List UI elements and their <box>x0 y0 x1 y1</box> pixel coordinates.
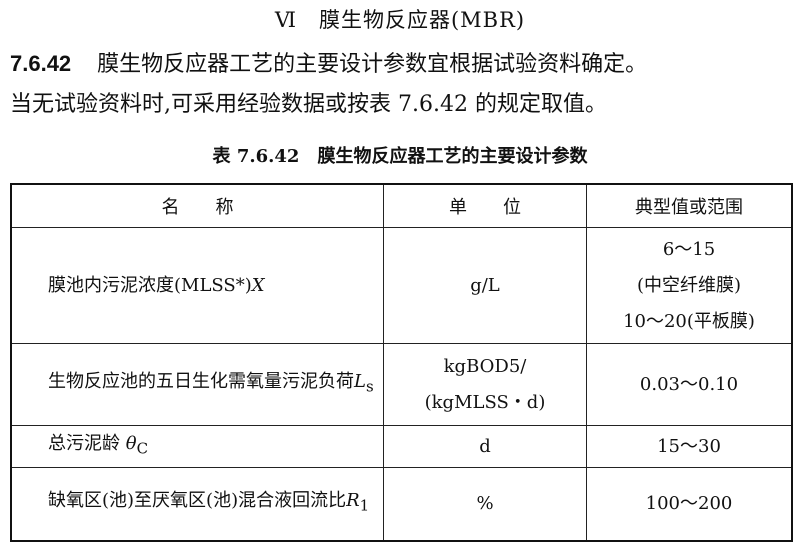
section-number: Ⅵ <box>274 8 297 32</box>
row-name: 生物反应池的五日生化需氧量污泥负荷Ls <box>10 343 384 426</box>
table-row: 缺氧区(池)至厌氧区(池)混合液回流比R1 % 100～200 <box>10 467 793 541</box>
design-parameters-table: 名 称 单 位 典型值或范围 膜池内污泥浓度(MLSS*)X g/L 6～15 … <box>10 183 793 542</box>
clause-text-line2: 当无试验资料时,可采用经验数据或按表 7.6.42 的规定取值。 <box>10 92 607 117</box>
table-row: 膜池内污泥浓度(MLSS*)X g/L 6～15 (中空纤维膜) 10～20(平… <box>10 227 793 344</box>
name-text: 缺氧区(池)至厌氧区(池)混合液回流比 <box>48 490 347 512</box>
table-caption-title: 膜生物反应器工艺的主要设计参数 <box>317 146 588 167</box>
name-text: 膜池内污泥浓度(MLSS*) <box>48 274 252 296</box>
row-unit: d <box>383 425 587 468</box>
table-row: 总污泥龄 θC d 15～30 <box>10 425 793 468</box>
symbol-subscript: C <box>136 439 149 458</box>
row-unit: % <box>383 467 587 541</box>
row-unit: g/L <box>383 227 587 344</box>
header-unit: 单 位 <box>383 183 587 228</box>
table-caption: 表 7.6.42 膜生物反应器工艺的主要设计参数 <box>0 142 800 168</box>
clause-text-line1: 膜生物反应器工艺的主要设计参数宜根据试验资料确定。 <box>97 52 648 77</box>
clause-paragraph: 7.6.42 膜生物反应器工艺的主要设计参数宜根据试验资料确定。 <box>10 46 647 78</box>
symbol: X <box>251 274 265 296</box>
header-value: 典型值或范围 <box>586 183 793 228</box>
value-line: (中空纤维膜) <box>636 274 742 296</box>
unit-line: (kgMLSS・d) <box>424 391 546 413</box>
value-line: 10～20(平板膜) <box>623 310 755 332</box>
section-title: 膜生物反应器(MBR) <box>318 8 526 32</box>
table-header-row: 名 称 单 位 典型值或范围 <box>10 183 793 228</box>
symbol: θ <box>125 433 137 455</box>
name-text: 总污泥龄 <box>48 433 120 455</box>
unit-line: kgBOD5/ <box>443 355 527 377</box>
row-value: 0.03～0.10 <box>586 343 793 426</box>
table-row: 生物反应池的五日生化需氧量污泥负荷Ls kgBOD5/ (kgMLSS・d) 0… <box>10 343 793 426</box>
row-value: 15～30 <box>586 425 793 468</box>
symbol: R <box>346 490 360 512</box>
header-name: 名 称 <box>10 183 384 228</box>
row-name: 膜池内污泥浓度(MLSS*)X <box>10 227 384 344</box>
row-name: 缺氧区(池)至厌氧区(池)混合液回流比R1 <box>10 467 384 541</box>
symbol-subscript: 1 <box>359 497 370 516</box>
row-name: 总污泥龄 θC <box>10 425 384 468</box>
table-caption-number: 表 7.6.42 <box>212 146 300 167</box>
section-heading: Ⅵ 膜生物反应器(MBR) <box>0 4 800 34</box>
name-text: 生物反应池的五日生化需氧量污泥负荷 <box>48 371 354 393</box>
clause-number: 7.6.42 <box>10 51 72 76</box>
row-value: 6～15 (中空纤维膜) 10～20(平板膜) <box>586 227 793 344</box>
row-value: 100～200 <box>586 467 793 541</box>
symbol-subscript: s <box>365 377 374 396</box>
row-unit: kgBOD5/ (kgMLSS・d) <box>383 343 587 426</box>
value-line: 6～15 <box>662 238 716 260</box>
symbol: L <box>354 371 366 393</box>
